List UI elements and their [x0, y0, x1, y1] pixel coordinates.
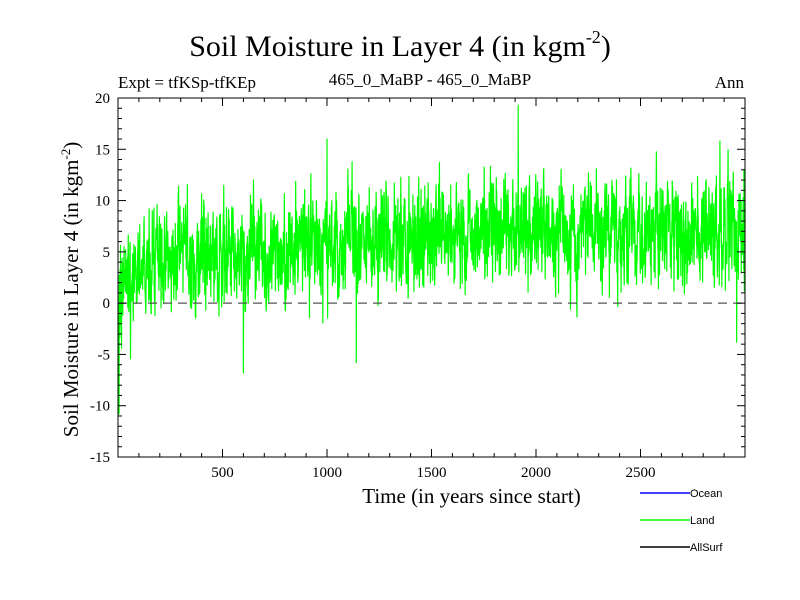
y-tick-label: 10	[95, 194, 110, 210]
series-line-land	[117, 104, 746, 415]
axis-layer	[117, 97, 746, 458]
chart-subtitle: 465_0_MaBP - 465_0_MaBP	[328, 70, 532, 89]
y-tick-label: 20	[95, 91, 110, 107]
x-tick-label: 500	[211, 465, 234, 481]
x-tick-label: 2500	[626, 465, 656, 481]
period-label: Ann	[714, 73, 744, 92]
x-tick-label: 1000	[312, 465, 342, 481]
chart-title: Soil Moisture in Layer 4 (in kgm-2)	[0, 27, 800, 64]
y-tick-label: 5	[103, 245, 111, 261]
legend-label-ocean: Ocean	[690, 488, 722, 500]
experiment-label: Expt = tfKSp-tfKEp	[118, 73, 257, 92]
x-tick-label: 2000	[521, 465, 551, 481]
y-tick-label: 15	[95, 142, 110, 158]
y-tick-label: 0	[103, 296, 111, 312]
series-layer	[117, 104, 746, 415]
y-tick-label: -10	[90, 399, 110, 415]
y-tick-label: -5	[98, 347, 111, 363]
y-tick-label: -15	[90, 450, 110, 466]
legend-label-allsurf: AllSurf	[690, 542, 723, 554]
legend: Ocean Land AllSurf	[640, 488, 723, 554]
chart-title-superscript: -2	[585, 27, 601, 47]
y-axis-title: Soil Moisture in Layer 4 (in kgm-2)	[58, 142, 83, 437]
chart-title-text: Soil Moisture in Layer 4 (in kgm	[189, 30, 586, 63]
axis-label-layer: -15 -10 -5 0 5 10 15 20 500 1000 1500 2000 2500 Time …	[58, 91, 656, 508]
x-axis-title: Time (in years since start)	[362, 484, 581, 508]
chart-title-end: )	[600, 30, 611, 63]
legend-label-land: Land	[690, 515, 714, 527]
x-tick-label: 1500	[417, 465, 447, 481]
